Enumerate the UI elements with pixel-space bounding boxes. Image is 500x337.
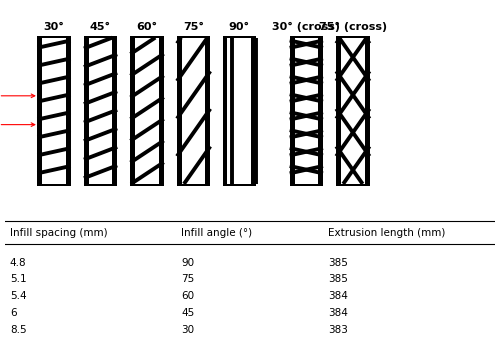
Text: 5.4: 5.4 — [10, 292, 26, 301]
Text: Infill spacing: Infill spacing — [0, 120, 35, 129]
Text: 383: 383 — [328, 325, 348, 335]
Text: 30° (cross): 30° (cross) — [272, 22, 340, 32]
Text: 384: 384 — [328, 308, 348, 318]
Text: 75°: 75° — [183, 22, 204, 32]
Text: Extrusion length (mm): Extrusion length (mm) — [328, 228, 446, 238]
Text: 8.5: 8.5 — [10, 325, 26, 335]
Bar — [84, 36, 117, 186]
Text: 75° (cross): 75° (cross) — [319, 22, 387, 32]
Bar — [177, 36, 210, 186]
Text: 60°: 60° — [136, 22, 158, 32]
Text: 75: 75 — [182, 274, 194, 284]
Bar — [136, 38, 159, 184]
Text: 4.8: 4.8 — [10, 257, 26, 268]
Text: Infill angle (°): Infill angle (°) — [182, 228, 252, 238]
Text: 385: 385 — [328, 274, 348, 284]
Text: 385: 385 — [328, 257, 348, 268]
Bar — [228, 38, 251, 184]
Text: 6: 6 — [10, 308, 16, 318]
Text: Infill spacing (mm): Infill spacing (mm) — [10, 228, 108, 238]
Text: 384: 384 — [328, 292, 348, 301]
Text: 45°: 45° — [90, 22, 111, 32]
Bar — [89, 38, 112, 184]
Text: 60: 60 — [182, 292, 194, 301]
Text: 5.1: 5.1 — [10, 274, 26, 284]
Text: 90: 90 — [182, 257, 194, 268]
Bar — [290, 36, 323, 186]
Bar — [294, 38, 318, 184]
Text: 30: 30 — [182, 325, 194, 335]
Bar — [341, 38, 364, 184]
Text: 45: 45 — [182, 308, 194, 318]
Bar — [336, 36, 370, 186]
Bar — [182, 38, 206, 184]
Text: 30°: 30° — [44, 22, 64, 32]
Text: Infill angle: Infill angle — [0, 91, 35, 100]
Bar — [42, 38, 66, 184]
Bar — [38, 36, 70, 186]
Bar — [130, 36, 164, 186]
Bar — [222, 36, 256, 186]
Text: 90°: 90° — [228, 22, 250, 32]
